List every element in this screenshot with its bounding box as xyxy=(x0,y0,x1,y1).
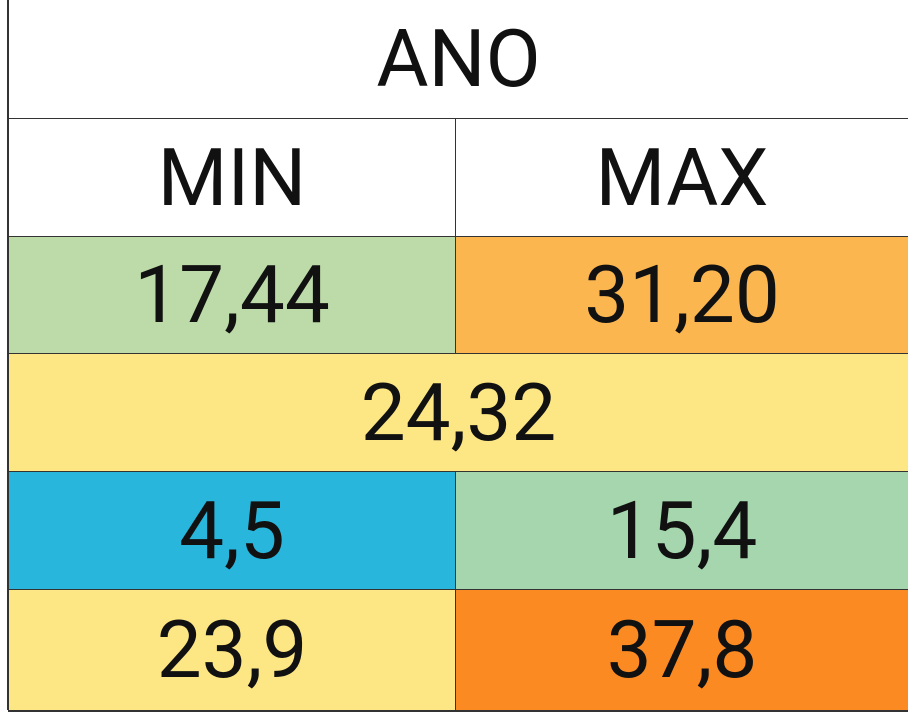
value-cell: 23,9 xyxy=(8,589,455,710)
column-header: MAX xyxy=(455,118,908,236)
column-header: MIN xyxy=(8,118,455,236)
value-cell: 4,5 xyxy=(8,471,455,589)
bottom-border xyxy=(8,710,908,712)
header-title: ANO xyxy=(8,0,908,118)
value-cell: 17,44 xyxy=(8,236,455,353)
value-cell: 37,8 xyxy=(455,589,908,710)
value-cell: 24,32 xyxy=(8,353,908,471)
value-cell: 31,20 xyxy=(455,236,908,353)
value-cell: 15,4 xyxy=(455,471,908,589)
left-edge xyxy=(0,0,8,710)
